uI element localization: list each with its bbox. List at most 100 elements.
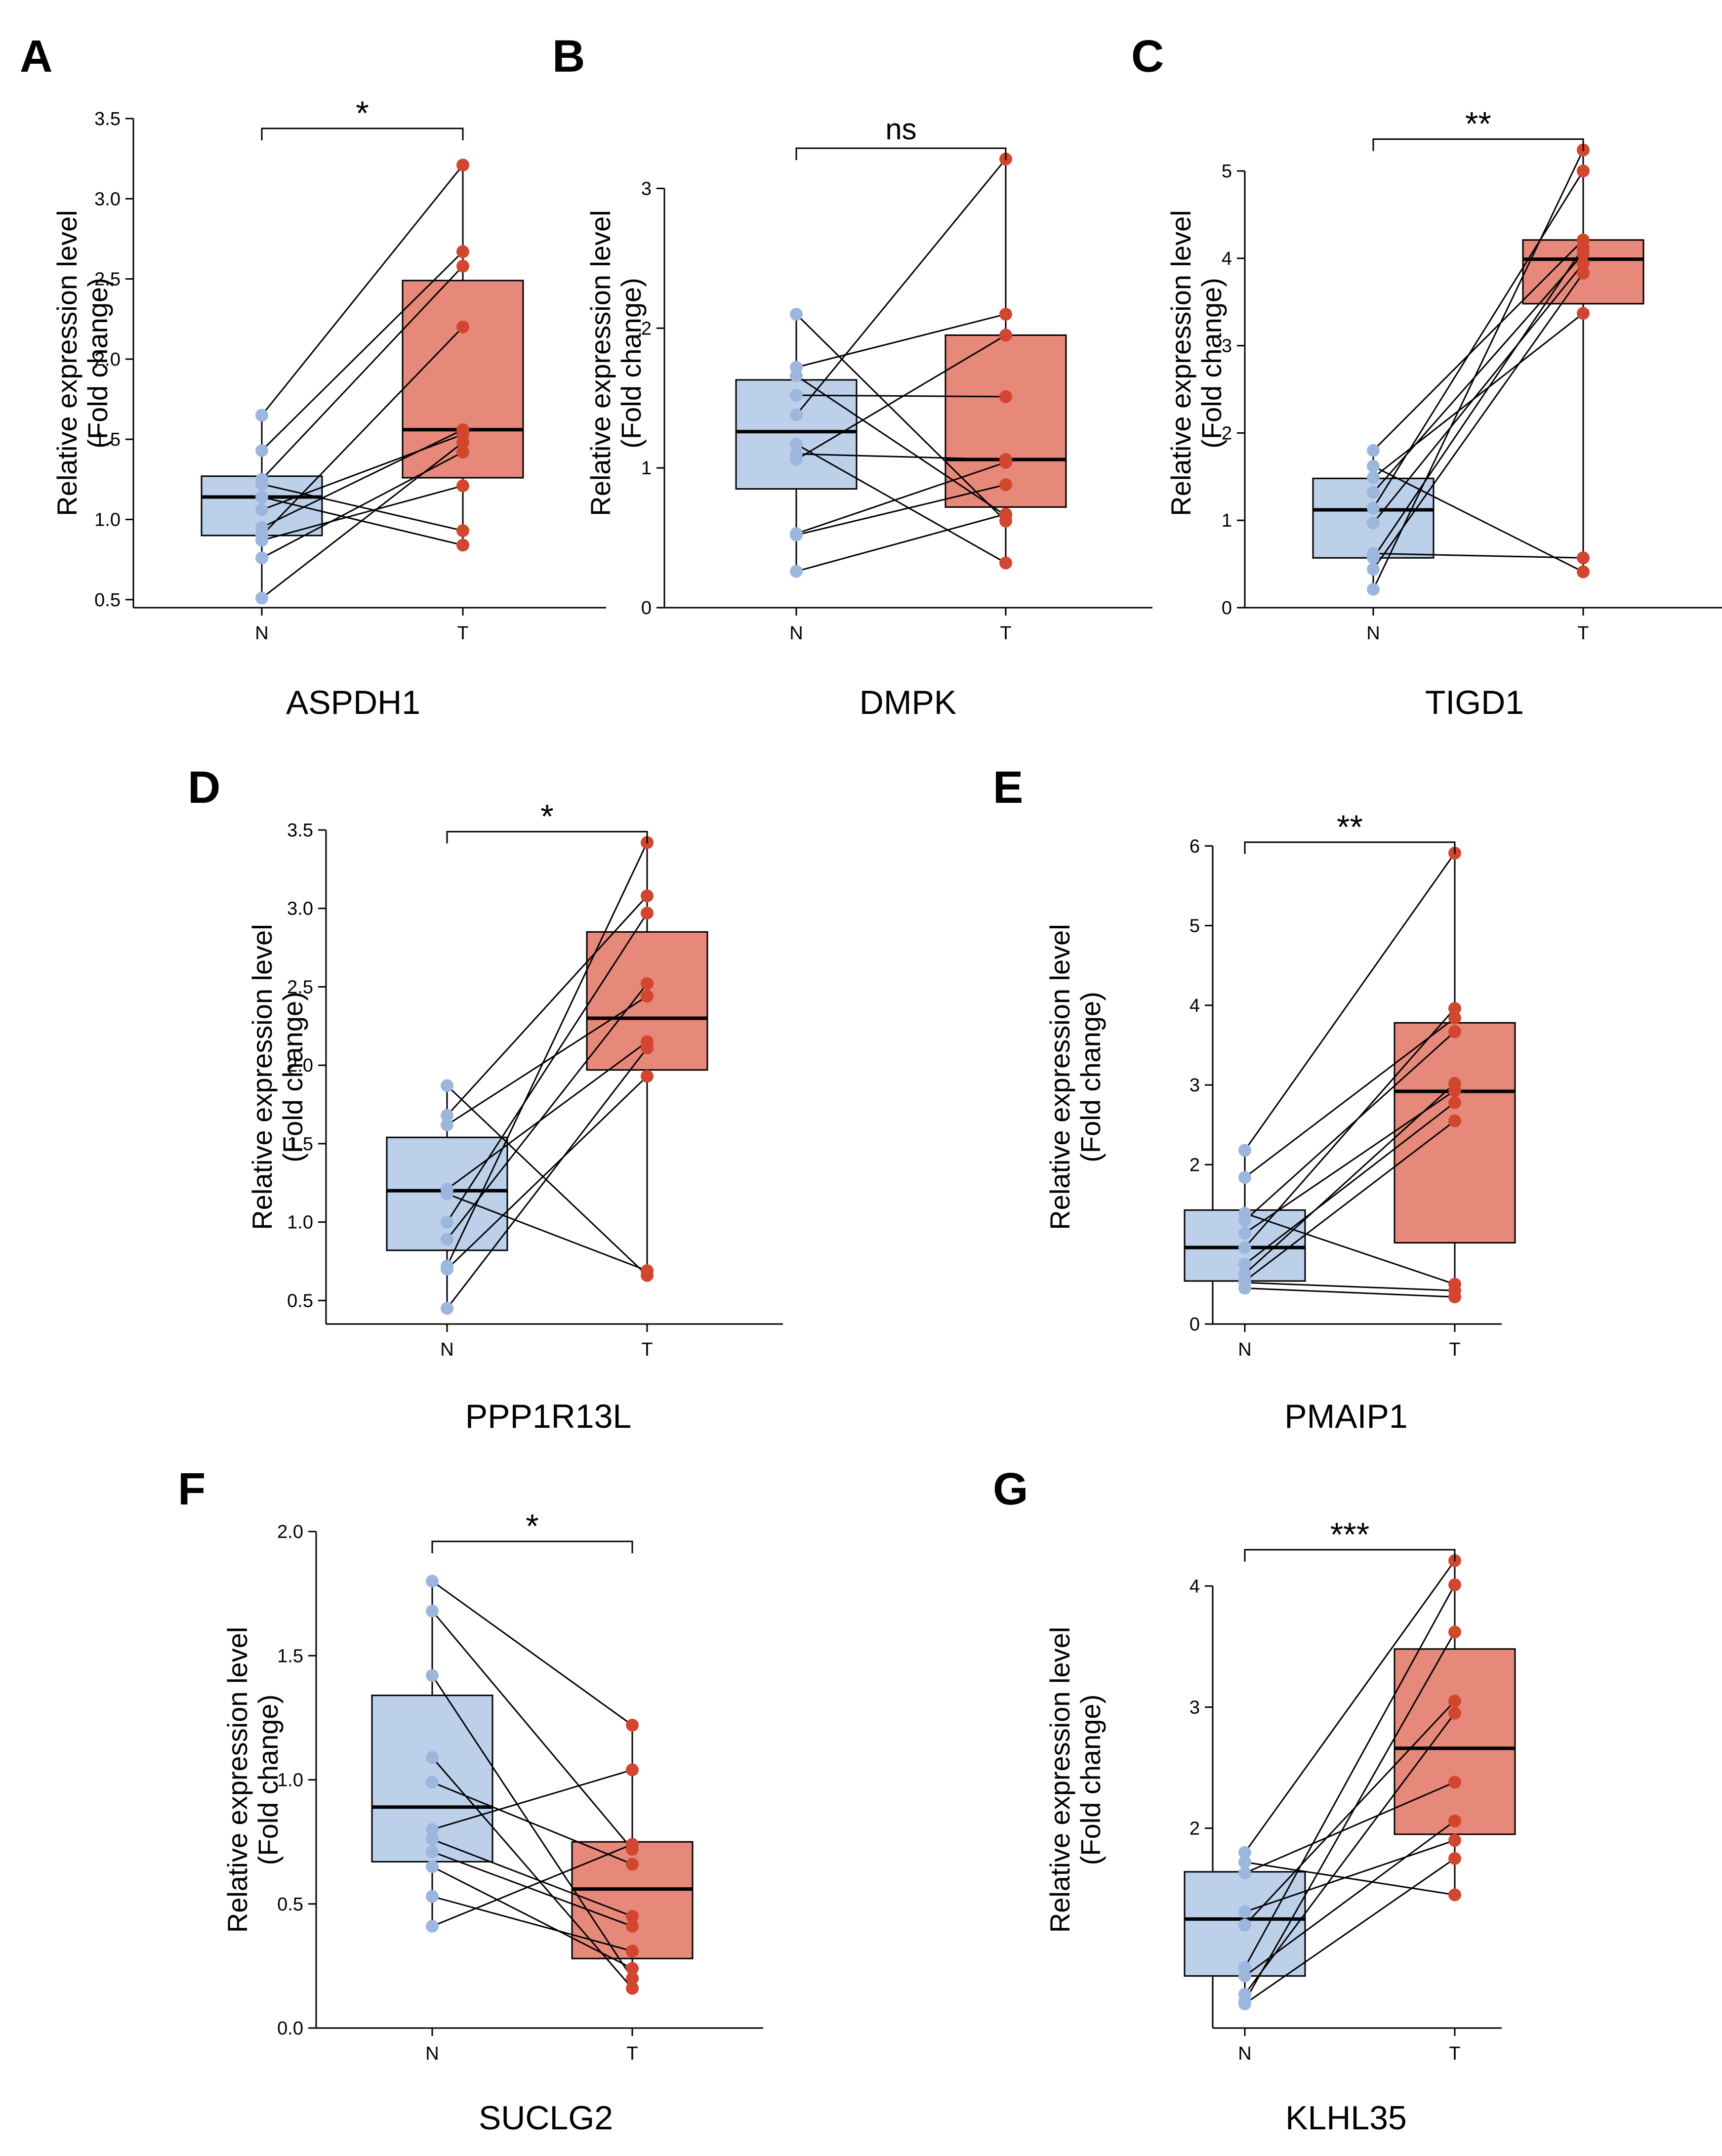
box-t — [1522, 150, 1644, 572]
point-normal — [1367, 459, 1380, 473]
point-normal — [1238, 1241, 1251, 1254]
point-tumor — [456, 446, 469, 459]
point-normal — [1238, 1227, 1251, 1240]
pair-line — [1372, 247, 1584, 559]
point-tumor — [641, 977, 654, 991]
point-normal — [1238, 1846, 1251, 1859]
y-tick-label: 2 — [641, 318, 652, 339]
y-tick-label: 3 — [1189, 1075, 1200, 1096]
significance-label: ** — [1465, 105, 1491, 143]
point-normal — [426, 1823, 439, 1836]
y-tick-label: 1 — [641, 458, 652, 479]
pair-line — [1244, 1082, 1456, 1275]
point-normal — [1367, 582, 1380, 596]
point-tumor — [626, 1919, 639, 1933]
pair-line — [795, 159, 1007, 415]
pair-line — [1244, 1212, 1455, 1285]
point-normal — [1238, 1171, 1251, 1184]
pair-line — [1244, 1782, 1455, 1874]
point-normal — [1238, 1214, 1251, 1227]
point-tumor — [641, 1041, 654, 1055]
box-body — [1394, 1648, 1516, 1835]
pair-line — [1244, 1861, 1455, 1896]
significance-label: ** — [1337, 808, 1363, 846]
point-tumor — [1448, 1096, 1461, 1109]
box-t — [1394, 853, 1516, 1297]
significance-bracket: * — [431, 1507, 633, 1553]
point-tumor — [456, 479, 469, 493]
pair-line — [1244, 1102, 1455, 1265]
point-normal — [790, 453, 803, 466]
pair-line — [796, 461, 1006, 535]
point-tumor — [999, 329, 1012, 342]
point-tumor — [626, 1763, 639, 1777]
point-tumor — [1577, 165, 1590, 178]
pair-line — [446, 842, 648, 1267]
y-tick-label: 6 — [1189, 836, 1200, 857]
point-tumor — [626, 1909, 639, 1923]
point-tumor — [456, 423, 469, 436]
bracket-line — [1244, 1549, 1456, 1562]
pair-line — [261, 165, 464, 416]
y-tick-label: 3 — [1222, 336, 1232, 357]
y-tick-label: 1.5 — [94, 429, 121, 450]
point-normal — [441, 1233, 453, 1246]
gene-label: DMPK — [860, 684, 956, 721]
y-axis-title-line: (Fold change) — [1075, 1695, 1106, 1866]
point-tumor — [1448, 1290, 1461, 1304]
gene-label: SUCLG2 — [479, 2099, 613, 2137]
pair-line — [1244, 1712, 1456, 1995]
y-tick-label: 5 — [1189, 916, 1200, 937]
y-axis-title-line: Relative expression level — [246, 924, 278, 1230]
point-normal — [1238, 1282, 1251, 1295]
significance-bracket: ** — [1244, 808, 1456, 854]
point-normal — [1238, 1918, 1251, 1932]
point-normal — [1238, 1997, 1251, 2010]
y-tick-label: 2.5 — [94, 269, 121, 290]
pair-line — [447, 995, 648, 1126]
significance-label: * — [540, 797, 553, 835]
y-axis-title: Relative expression level(Fold change) — [246, 924, 308, 1230]
panel-letter: C — [1131, 31, 1164, 82]
y-axis-title-line: (Fold change) — [1075, 992, 1106, 1162]
point-normal — [790, 308, 803, 321]
pair-line — [432, 1838, 633, 1917]
point-normal — [426, 1833, 439, 1846]
paired-samples — [426, 1575, 639, 1995]
y-axis-title-line: (Fold change) — [615, 278, 647, 449]
point-tumor — [626, 1945, 639, 1958]
significance-label: * — [526, 1507, 538, 1545]
x-tick-label: N — [1366, 623, 1380, 644]
x-tick-label: N — [255, 623, 268, 644]
x-tick-label: T — [457, 623, 468, 644]
y-axis-title-line: Relative expression level — [1044, 924, 1075, 1230]
y-axis-title-line: Relative expression level — [222, 1627, 253, 1933]
pair-line — [796, 334, 1006, 460]
point-tumor — [641, 1070, 654, 1083]
gene-label: PPP1R13L — [465, 1398, 631, 1435]
panel-letter: A — [20, 31, 52, 82]
point-tumor — [999, 478, 1012, 492]
point-normal — [426, 1669, 439, 1682]
point-normal — [426, 1751, 439, 1764]
panel-e: E0123456NTRelative expression level(Fold… — [993, 762, 1516, 1435]
pair-line — [446, 1085, 648, 1276]
pair-line — [1244, 1560, 1456, 1853]
point-tumor — [456, 524, 469, 538]
point-normal — [1367, 471, 1380, 484]
pair-line — [1244, 1820, 1455, 1977]
y-axis-title-line: (Fold change) — [277, 992, 308, 1162]
point-tumor — [1448, 1814, 1461, 1827]
pair-line — [261, 265, 464, 480]
pair-line — [1244, 1008, 1456, 1248]
point-tumor — [1448, 1578, 1461, 1591]
pair-line — [431, 1675, 633, 1979]
box-t — [1394, 1560, 1516, 1895]
x-tick-label: T — [1577, 623, 1589, 644]
y-tick-label: 2.5 — [287, 977, 313, 997]
y-tick-label: 1 — [1222, 510, 1232, 531]
point-tumor — [999, 507, 1012, 521]
y-tick-label: 3 — [1189, 1697, 1200, 1718]
panel-letter: B — [552, 31, 585, 82]
panel-letter: D — [188, 762, 220, 813]
